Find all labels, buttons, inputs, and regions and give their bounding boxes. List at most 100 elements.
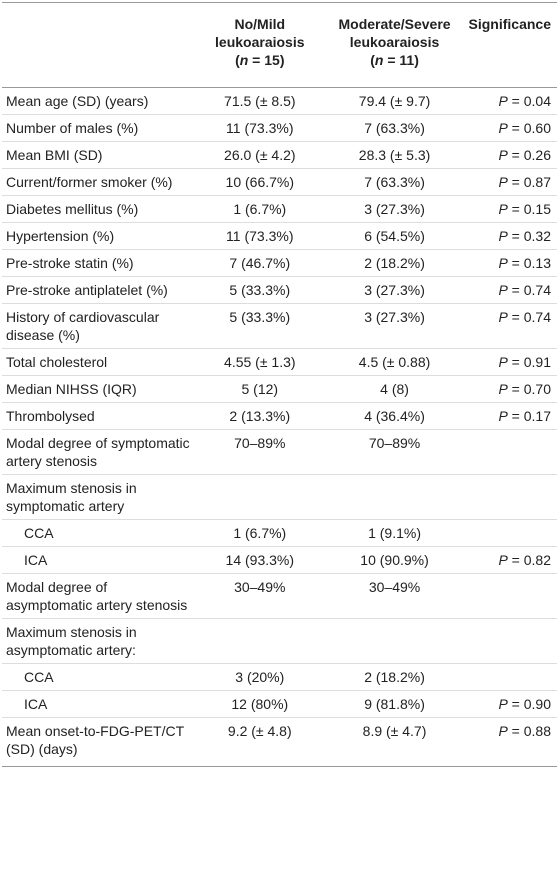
cell: P = 0.82 <box>464 546 557 574</box>
row-label: Pre-stroke antiplatelet (%) <box>2 276 196 304</box>
row-label: Pre-stroke statin (%) <box>2 249 196 277</box>
header-line: Significance <box>468 16 551 32</box>
cell: P = 0.74 <box>464 276 557 304</box>
cell: 79.4 (± 9.7) <box>324 87 465 115</box>
table-row: Pre-stroke statin (%) 7 (46.7%) 2 (18.2%) P… <box>2 249 557 277</box>
cell <box>464 474 557 520</box>
cell: 7 (63.3%) <box>324 168 465 196</box>
header-cell <box>2 2 196 88</box>
cell: P = 0.87 <box>464 168 557 196</box>
cell: 12 (80%) <box>195 690 325 718</box>
cell: 4 (8) <box>324 375 465 403</box>
data-table: No/Mild leukoaraiosis (n = 15) Moderate/Sev… <box>2 2 557 767</box>
cell: P = 0.70 <box>464 375 557 403</box>
table-row: Number of males (%) 11 (73.3%) 7 (63.3%) P … <box>2 114 557 142</box>
table-row: ICA 14 (93.3%) 10 (90.9%) P = 0.82 <box>2 546 557 574</box>
cell: 30–49% <box>195 573 325 619</box>
table-row: Maximum stenosis in symptomatic artery <box>2 474 557 520</box>
cell: P = 0.17 <box>464 402 557 430</box>
cell <box>464 519 557 547</box>
cell: 11 (73.3%) <box>195 222 325 250</box>
table-body: Mean age (SD) (years) 71.5 (± 8.5) 79.4 (±… <box>2 87 557 767</box>
row-label: Modal degree of symptomatic artery steno… <box>2 429 196 475</box>
cell <box>464 429 557 475</box>
cell: 14 (93.3%) <box>195 546 325 574</box>
row-label: CCA <box>2 519 196 547</box>
cell: 1 (6.7%) <box>195 519 325 547</box>
cell: P = 0.91 <box>464 348 557 376</box>
cell: P = 0.60 <box>464 114 557 142</box>
cell <box>464 618 557 664</box>
row-label: CCA <box>2 663 196 691</box>
cell <box>464 663 557 691</box>
cell: P = 0.90 <box>464 690 557 718</box>
table-row: Pre-stroke antiplatelet (%) 5 (33.3%) 3 (2… <box>2 276 557 304</box>
row-label: Modal degree of asymptomatic artery sten… <box>2 573 196 619</box>
cell <box>324 474 465 520</box>
header-line: leukoaraiosis <box>215 34 305 50</box>
table-header: No/Mild leukoaraiosis (n = 15) Moderate/Sev… <box>2 2 557 88</box>
row-label: ICA <box>2 690 196 718</box>
table-row: CCA 1 (6.7%) 1 (9.1%) <box>2 519 557 547</box>
cell: 3 (20%) <box>195 663 325 691</box>
cell: 28.3 (± 5.3) <box>324 141 465 169</box>
table-row: Total cholesterol 4.55 (± 1.3) 4.5 (± 0.88… <box>2 348 557 376</box>
cell: 3 (27.3%) <box>324 303 465 349</box>
cell: 9.2 (± 4.8) <box>195 717 325 767</box>
cell: 70–89% <box>324 429 465 475</box>
table-row: Current/former smoker (%) 10 (66.7%) 7 (63… <box>2 168 557 196</box>
cell: 11 (73.3%) <box>195 114 325 142</box>
cell: 5 (33.3%) <box>195 303 325 349</box>
header-cell: No/Mild leukoaraiosis (n = 15) <box>195 2 325 88</box>
cell <box>195 474 325 520</box>
cell: 4 (36.4%) <box>324 402 465 430</box>
cell: P = 0.88 <box>464 717 557 767</box>
cell: 3 (27.3%) <box>324 276 465 304</box>
cell: P = 0.04 <box>464 87 557 115</box>
header-line: Moderate/Severe <box>338 16 451 32</box>
cell: 7 (63.3%) <box>324 114 465 142</box>
header-line: (n = 11) <box>370 52 419 68</box>
table-row: Median NIHSS (IQR) 5 (12) 4 (8) P = 0.70 <box>2 375 557 403</box>
row-label: Median NIHSS (IQR) <box>2 375 196 403</box>
table-row: Mean age (SD) (years) 71.5 (± 8.5) 79.4 (±… <box>2 87 557 115</box>
cell: 9 (81.8%) <box>324 690 465 718</box>
row-label: Maximum stenosis in symptomatic artery <box>2 474 196 520</box>
cell: P = 0.32 <box>464 222 557 250</box>
table-row: Modal degree of asymptomatic artery sten… <box>2 573 557 619</box>
cell: 10 (90.9%) <box>324 546 465 574</box>
cell: 4.55 (± 1.3) <box>195 348 325 376</box>
cell: 70–89% <box>195 429 325 475</box>
cell: 7 (46.7%) <box>195 249 325 277</box>
cell: 4.5 (± 0.88) <box>324 348 465 376</box>
cell: 10 (66.7%) <box>195 168 325 196</box>
cell: 30–49% <box>324 573 465 619</box>
cell <box>464 573 557 619</box>
header-row: No/Mild leukoaraiosis (n = 15) Moderate/Sev… <box>2 2 557 88</box>
table-row: Modal degree of symptomatic artery steno… <box>2 429 557 475</box>
row-label: Hypertension (%) <box>2 222 196 250</box>
table-row: Diabetes mellitus (%) 1 (6.7%) 3 (27.3%) P … <box>2 195 557 223</box>
row-label: Mean onset-to-FDG-PET/CT (SD) (days) <box>2 717 196 767</box>
header-cell: Moderate/Severe leukoaraiosis (n = 11) <box>324 2 465 88</box>
table-row: ICA 12 (80%) 9 (81.8%) P = 0.90 <box>2 690 557 718</box>
row-label: Number of males (%) <box>2 114 196 142</box>
header-cell: Significance <box>464 2 557 88</box>
row-label: ICA <box>2 546 196 574</box>
cell: P = 0.15 <box>464 195 557 223</box>
header-line: No/Mild <box>234 16 286 32</box>
cell: 26.0 (± 4.2) <box>195 141 325 169</box>
row-label: Thrombolysed <box>2 402 196 430</box>
row-label: Mean age (SD) (years) <box>2 87 196 115</box>
table-row: Thrombolysed 2 (13.3%) 4 (36.4%) P = 0.17 <box>2 402 557 430</box>
header-line: leukoaraiosis <box>349 34 440 50</box>
row-label: Total cholesterol <box>2 348 196 376</box>
cell: P = 0.13 <box>464 249 557 277</box>
cell: 8.9 (± 4.7) <box>324 717 465 767</box>
cell: 71.5 (± 8.5) <box>195 87 325 115</box>
cell <box>324 618 465 664</box>
cell: P = 0.74 <box>464 303 557 349</box>
table-row: Maximum stenosis in asymptomatic artery: <box>2 618 557 664</box>
cell: 2 (18.2%) <box>324 663 465 691</box>
